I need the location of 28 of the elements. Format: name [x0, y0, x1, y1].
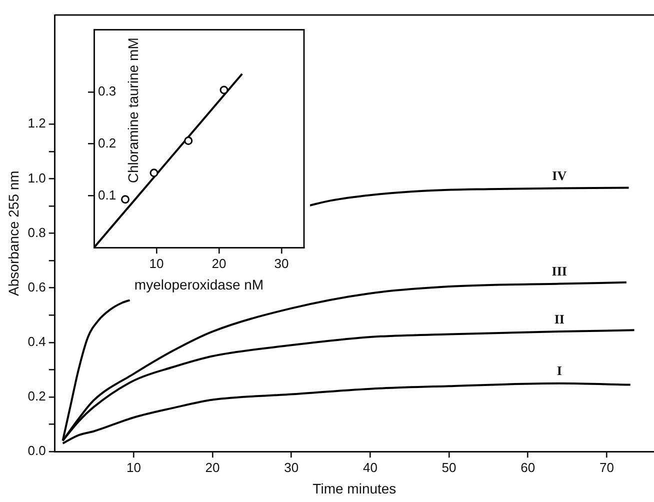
x-tick-label: 50: [442, 460, 456, 475]
x-axis-title: Time minutes: [312, 480, 396, 496]
series-label: IV: [552, 168, 568, 184]
x-tick-label: 60: [520, 460, 536, 475]
x-tick-label: 20: [212, 256, 226, 271]
y-tick-label: 0.1: [98, 187, 116, 202]
y-tick-label: 1.2: [28, 116, 46, 131]
x-axis-title: myeloperoxidase nM: [134, 276, 264, 292]
series-label: III: [552, 264, 567, 279]
y-tick-label: 1.0: [28, 170, 46, 186]
x-tick-label: 20: [205, 460, 220, 475]
series-label: II: [554, 311, 564, 326]
y-axis-title: Chloramine taurine mM: [124, 38, 141, 184]
y-tick-label: 0.6: [28, 279, 46, 294]
series-label: I: [556, 363, 562, 378]
y-tick-label: 0.3: [98, 84, 116, 99]
y-tick-label: 0.2: [98, 135, 116, 150]
x-tick-label: 10: [126, 460, 141, 475]
y-axis-title: Absorbance 255 nm: [5, 170, 22, 296]
x-tick-label: 30: [284, 460, 299, 475]
x-tick-label: 30: [274, 256, 289, 271]
x-tick-label: 10: [149, 256, 164, 271]
y-tick-label: 0.0: [28, 443, 46, 458]
y-tick-label: 0.2: [28, 388, 46, 404]
y-tick-label: 0.8: [28, 224, 46, 240]
x-tick-label: 40: [362, 460, 378, 475]
x-tick-label: 70: [599, 460, 614, 475]
y-tick-label: 0.4: [28, 334, 46, 350]
